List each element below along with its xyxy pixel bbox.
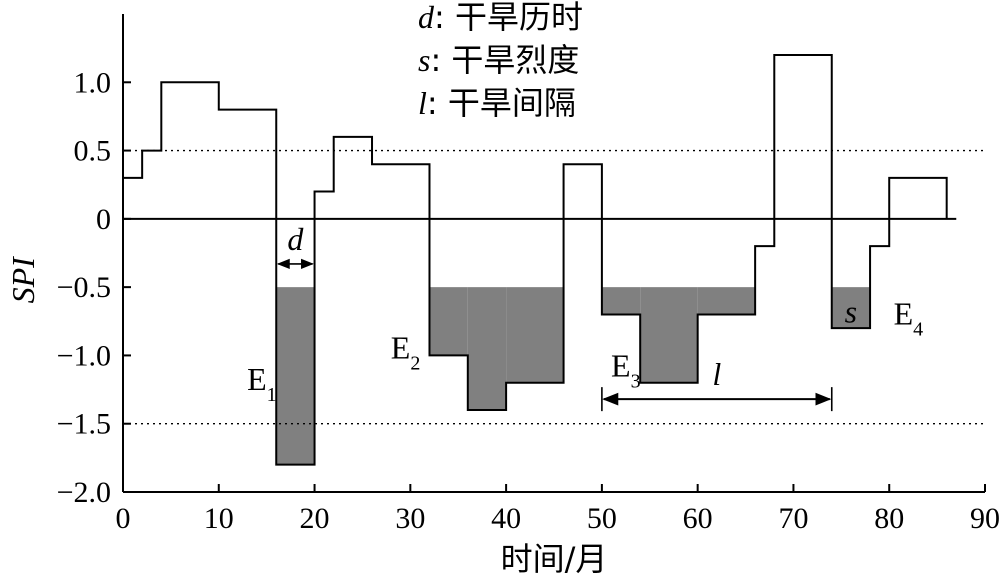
event-label: E4 bbox=[894, 295, 924, 340]
y-tick-label: 1.0 bbox=[74, 66, 112, 99]
y-tick-label: −1.5 bbox=[57, 408, 111, 441]
drought-fill-segment bbox=[467, 287, 507, 411]
legend-symbol: l bbox=[418, 85, 427, 121]
spi-step-series bbox=[122, 53, 948, 466]
severity-label: s bbox=[845, 294, 857, 330]
x-tick-label: 0 bbox=[116, 502, 131, 535]
x-tick-label: 50 bbox=[587, 502, 617, 535]
drought-fill-segment bbox=[506, 287, 564, 383]
x-tick-label: 60 bbox=[683, 502, 713, 535]
duration-label: d bbox=[287, 221, 304, 257]
y-tick-label: 0 bbox=[96, 203, 111, 236]
event-label-subscript: 1 bbox=[267, 384, 277, 406]
drought-fill-segment bbox=[831, 287, 871, 329]
event-label-main: E bbox=[391, 330, 411, 366]
x-tick-label: 20 bbox=[300, 502, 330, 535]
event-label-subscript: 3 bbox=[631, 370, 641, 392]
drought-fills bbox=[276, 287, 871, 465]
annotations: d s l bbox=[276, 221, 857, 412]
x-tick-label: 80 bbox=[874, 502, 904, 535]
event-label-subscript: 4 bbox=[913, 318, 923, 340]
x-axis-title: 时间/月 bbox=[501, 540, 608, 578]
legend-symbol: d bbox=[418, 0, 435, 35]
event-label: E1 bbox=[247, 361, 277, 406]
legend-item: l: 干旱间隔 bbox=[418, 84, 576, 122]
legend-item: s: 干旱烈度 bbox=[418, 41, 579, 79]
interval-label: l bbox=[712, 356, 721, 392]
event-label: E2 bbox=[391, 330, 421, 375]
y-tick-label: −1.0 bbox=[57, 339, 111, 372]
x-tick-label: 90 bbox=[970, 502, 1000, 535]
event-label-main: E bbox=[611, 347, 631, 383]
x-tick-label: 30 bbox=[395, 502, 425, 535]
drought-fill-segment bbox=[640, 287, 698, 383]
event-label-subscript: 2 bbox=[410, 353, 420, 375]
drought-fill-segment bbox=[601, 287, 641, 315]
y-tick-label: −0.5 bbox=[57, 271, 111, 304]
y-tick-label: 0.5 bbox=[74, 135, 112, 168]
legend-text: : 干旱历时 bbox=[434, 0, 583, 36]
legend-item: d: 干旱历时 bbox=[418, 0, 583, 36]
y-axis-title: SPI bbox=[5, 256, 41, 304]
event-label-main: E bbox=[894, 295, 914, 331]
drought-fill-segment bbox=[697, 287, 756, 315]
legend-symbol: s bbox=[418, 42, 430, 78]
x-tick-label: 10 bbox=[204, 502, 234, 535]
axes bbox=[122, 14, 985, 493]
y-tick-label: −2.0 bbox=[57, 476, 111, 509]
x-tick-label: 40 bbox=[491, 502, 521, 535]
legend-text: : 干旱烈度 bbox=[430, 41, 579, 79]
drought-fill-segment bbox=[429, 287, 468, 356]
legend-text: : 干旱间隔 bbox=[427, 84, 576, 122]
x-tick-label: 70 bbox=[778, 502, 808, 535]
event-label: E3 bbox=[611, 347, 641, 392]
spi-step-line bbox=[122, 53, 948, 466]
drought-fill-segment bbox=[276, 287, 315, 465]
ticks: 0 10 20 30 40 50 60 70 80 90 1.0 0.5 0 −0.5 −1.0 −1.5 −2… bbox=[57, 66, 1000, 535]
event-label-main: E bbox=[247, 361, 267, 397]
